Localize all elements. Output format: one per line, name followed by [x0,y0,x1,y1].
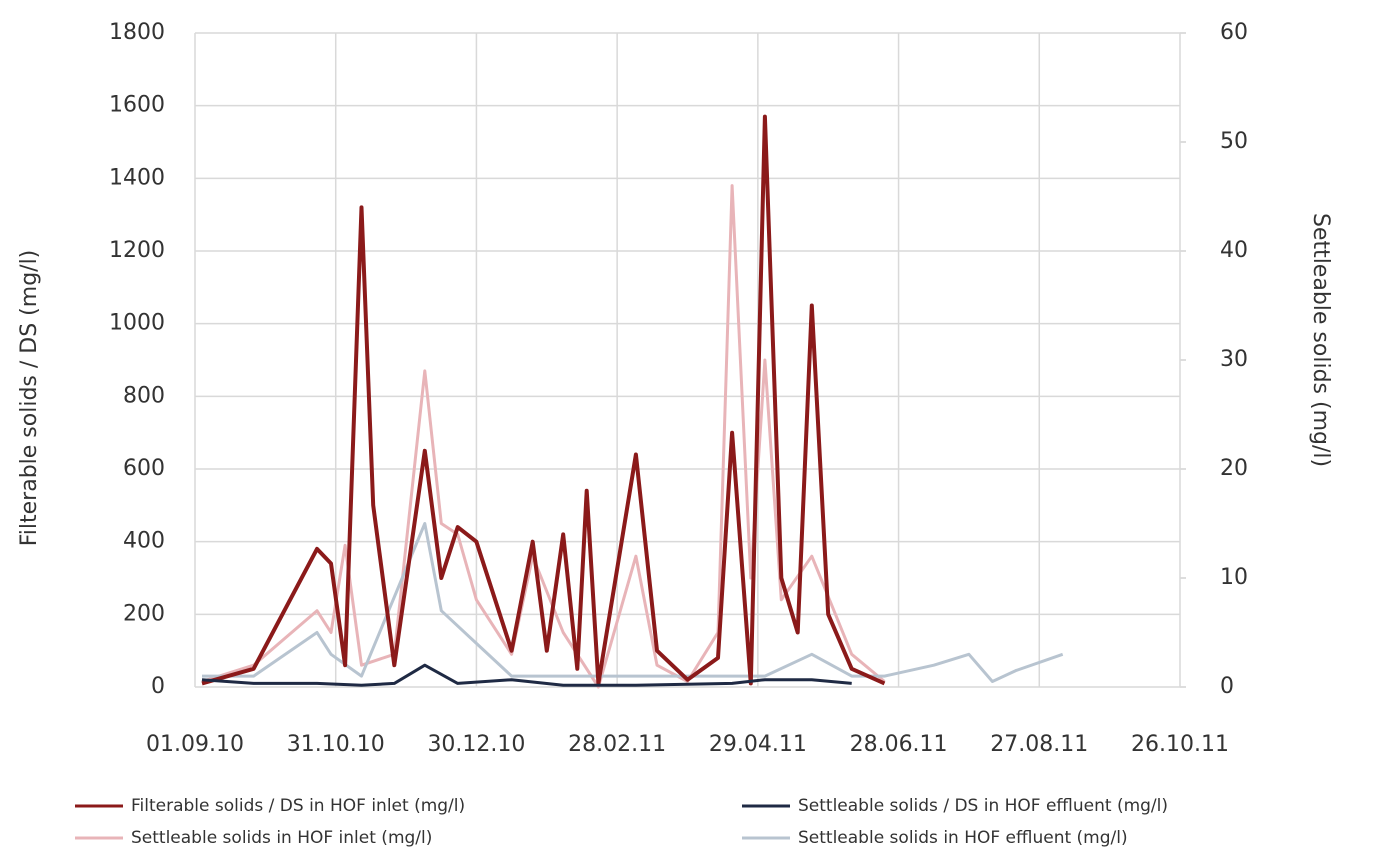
x-tick-label: 29.04.11 [709,732,807,757]
legend-label: Filterable solids / DS in HOF inlet (mg/… [131,796,465,816]
y-tick-label: 1400 [109,165,165,190]
legend-label: Settleable solids in HOF effluent (mg/l) [798,828,1128,848]
legend-label: Settleable solids in HOF inlet (mg/l) [131,828,432,848]
y-tick-label: 200 [123,601,165,626]
y2-tick-label: 20 [1220,456,1248,481]
y2-tick-label: 40 [1220,238,1248,263]
y-tick-label: 400 [123,529,165,554]
x-tick-label: 31.10.10 [287,732,385,757]
y-tick-label: 0 [151,674,165,699]
y-tick-label: 600 [123,456,165,481]
x-tick-label: 28.02.11 [568,732,666,757]
x-tick-label: 26.10.11 [1131,732,1229,757]
y2-tick-label: 30 [1220,347,1248,372]
y-tick-label: 800 [123,383,165,408]
y2-tick-label: 60 [1220,20,1248,45]
line-series [201,114,886,686]
y2-tick-label: 10 [1220,565,1248,590]
y-tick-label: 1800 [109,20,165,45]
y-axis-label: Filterable solids / DS (mg/l) [17,250,42,547]
legend-label: Settleable solids / DS in HOF effluent (… [798,796,1168,816]
x-tick-label: 01.09.10 [146,732,244,757]
y2-tick-label: 0 [1220,674,1234,699]
y-tick-label: 1200 [109,238,165,263]
y-tick-label: 1600 [109,93,165,118]
x-tick-label: 30.12.10 [427,732,525,757]
y2-axis-label: Settleable solids (mg/l) [1308,213,1333,467]
line-series [202,522,1064,683]
x-tick-label: 28.06.11 [850,732,948,757]
y2-tick-label: 50 [1220,129,1248,154]
y-tick-label: 1000 [109,311,165,336]
x-tick-label: 27.08.11 [990,732,1088,757]
line-series [201,663,852,687]
